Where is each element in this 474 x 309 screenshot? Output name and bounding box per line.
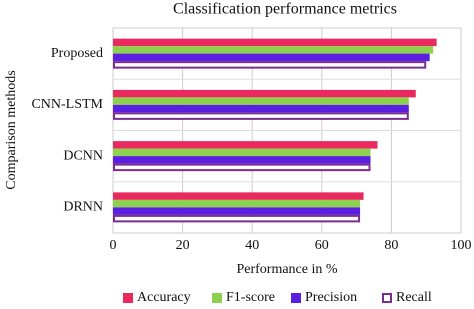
legend-label: Accuracy	[137, 290, 191, 305]
x-tick-label: 20	[176, 238, 190, 253]
chart-title: Classification performance metrics	[173, 1, 397, 18]
bar	[113, 46, 434, 54]
x-tick-label: 60	[315, 238, 329, 253]
x-tick-label: 100	[451, 238, 472, 253]
legend-swatch	[212, 293, 222, 303]
bar	[113, 104, 409, 113]
y-axis-label: Comparison methods	[4, 70, 19, 189]
bar	[113, 207, 361, 215]
bar	[113, 192, 364, 200]
legend-swatch	[291, 293, 301, 303]
y-tick-label: DCNN	[63, 148, 103, 163]
legend-label: F1-score	[226, 290, 275, 305]
bar	[113, 61, 427, 69]
bar	[113, 112, 409, 120]
x-tick-label: 0	[110, 238, 117, 253]
y-tick-label: DRNN	[63, 200, 103, 215]
x-axis-label: Performance in %	[236, 262, 337, 277]
bar	[113, 148, 371, 157]
bar	[113, 97, 409, 105]
legend-swatch	[382, 293, 392, 303]
y-tick-label: CNN-LSTM	[31, 97, 103, 112]
legend-swatch	[123, 293, 133, 303]
x-tick-label: 40	[245, 238, 259, 253]
bar	[113, 38, 437, 47]
x-tick-label: 80	[384, 238, 398, 253]
y-tick-label: Proposed	[51, 46, 103, 61]
bar	[113, 199, 361, 208]
bar	[113, 141, 378, 149]
bar	[113, 156, 371, 164]
bar	[113, 214, 361, 223]
legend-label: Precision	[305, 290, 357, 305]
bar	[113, 53, 430, 62]
bar	[113, 163, 371, 172]
legend-label: Recall	[396, 290, 432, 305]
bar	[113, 89, 416, 98]
